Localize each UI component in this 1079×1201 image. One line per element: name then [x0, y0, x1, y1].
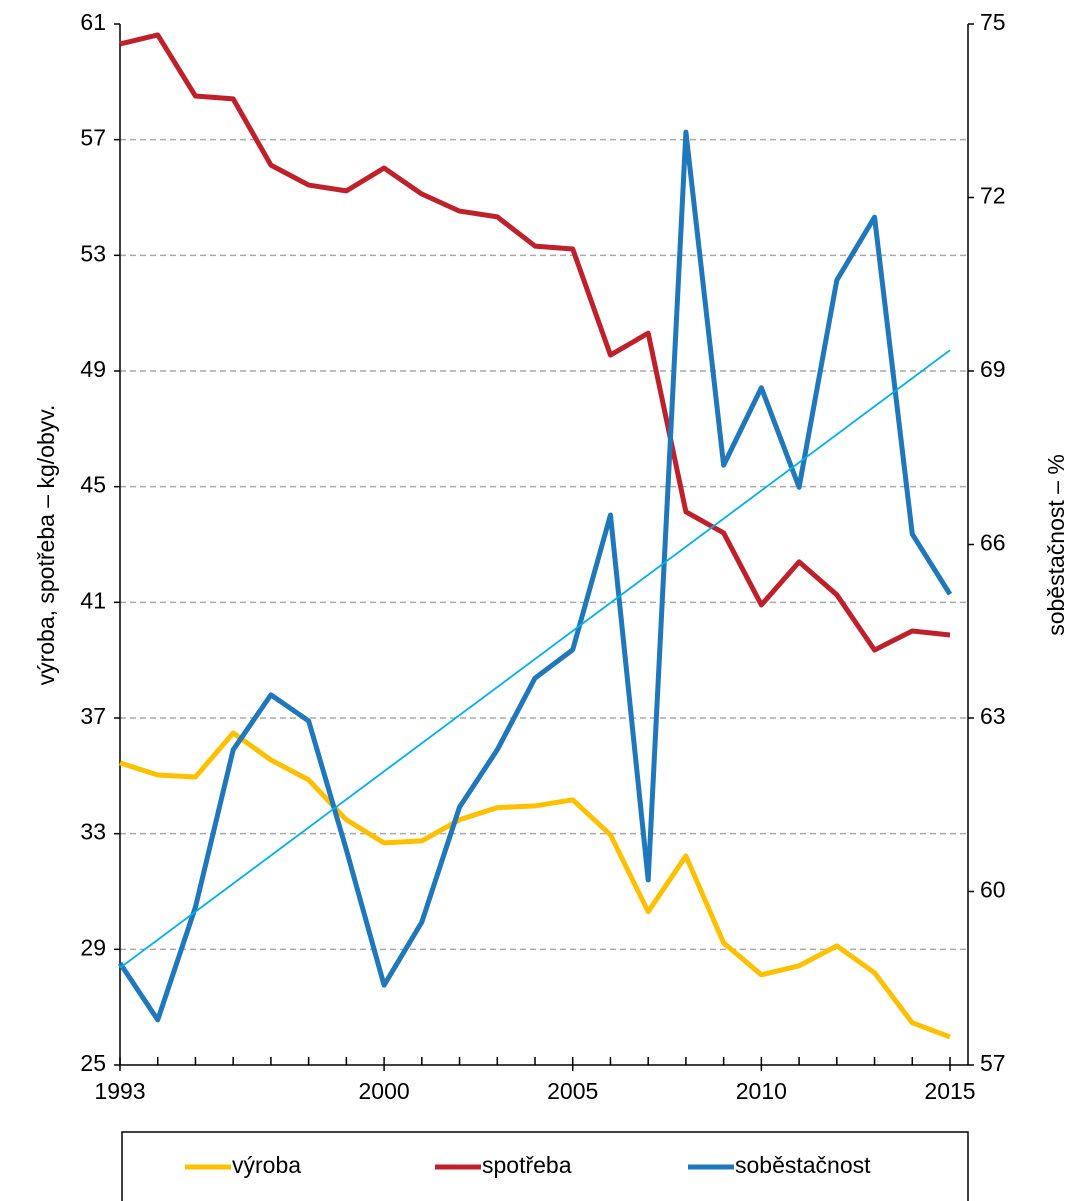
legend-box: [121, 1131, 969, 1201]
y-tick-label: 29: [80, 934, 106, 960]
y-tick-label: 33: [80, 819, 106, 845]
y-axis-label: výroba, spotřeba – kg/obyv.: [33, 405, 59, 686]
x-tick-label: 1993: [94, 1078, 145, 1104]
y-tick-label: 61: [80, 9, 106, 35]
y-tick-label: 25: [80, 1050, 106, 1076]
legend-label: výroba: [232, 1152, 301, 1178]
trendline: [119, 349, 951, 969]
x-tick-label: 2010: [736, 1078, 787, 1104]
y-tick-label: 53: [80, 240, 106, 266]
series-line: [119, 730, 951, 1040]
y2-tick-label: 72: [980, 183, 1006, 209]
x-tick-label: 2000: [359, 1078, 410, 1104]
y-tick-label: 45: [80, 472, 106, 498]
series-line: [117, 129, 953, 1023]
y2-tick-label: 63: [980, 703, 1006, 729]
y-tick-label: 49: [80, 356, 106, 382]
x-tick-label: 2015: [924, 1078, 975, 1104]
series-line: [119, 32, 951, 653]
y2-axis-label: soběstačnost – %: [1043, 454, 1069, 636]
y2-tick-label: 57: [980, 1050, 1006, 1076]
legend-label: spotřeba: [482, 1152, 572, 1178]
y-tick-label: 37: [80, 703, 106, 729]
y2-tick-label: 75: [980, 9, 1006, 35]
x-tick-label: 2005: [547, 1078, 598, 1104]
y2-tick-label: 60: [980, 877, 1006, 903]
y2-tick-label: 66: [980, 530, 1006, 556]
y-tick-label: 41: [80, 587, 106, 613]
legend-label: soběstačnost: [735, 1152, 871, 1178]
y-tick-label: 57: [80, 125, 106, 151]
y2-tick-label: 69: [980, 356, 1006, 382]
